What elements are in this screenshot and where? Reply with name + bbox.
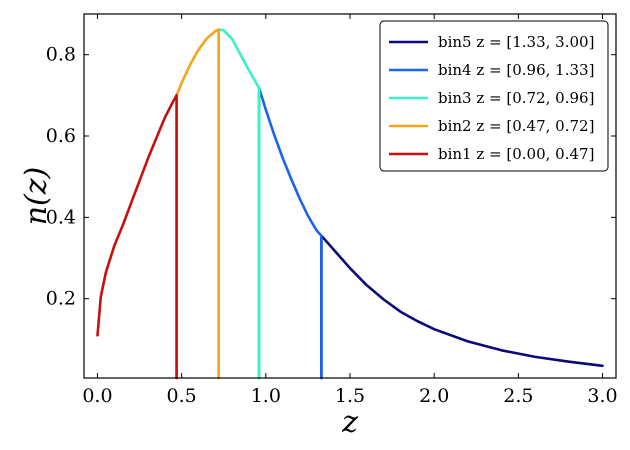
legend-entry-1: bin5 z = [1.33, 3.00] bbox=[438, 33, 594, 51]
x-tick-label: 3.0 bbox=[587, 385, 617, 407]
legend-frame bbox=[379, 20, 609, 172]
y-tick-label: 0.4 bbox=[46, 206, 76, 228]
x-axis-ticks: 0.0 0.5 1.0 1.5 2.0 2.5 3.0 bbox=[82, 14, 618, 407]
legend-entry-3: bin3 z = [0.72, 0.96] bbox=[438, 89, 594, 107]
series-line-3 bbox=[217, 28, 261, 380]
x-tick-label: 2.0 bbox=[419, 385, 449, 407]
x-axis-label: z bbox=[341, 405, 358, 440]
x-tick-label: 1.5 bbox=[335, 385, 365, 407]
legend-entry-2: bin4 z = [0.96, 1.33] bbox=[438, 61, 594, 79]
series-line-1 bbox=[320, 234, 604, 380]
x-tick-label: 0.5 bbox=[167, 385, 197, 407]
x-tick-label: 1.0 bbox=[251, 385, 281, 407]
x-tick-label: 0.0 bbox=[82, 385, 112, 407]
x-tick-label: 2.5 bbox=[503, 385, 533, 407]
plot-lines bbox=[96, 28, 604, 380]
y-axis-ticks: 0.2 0.4 0.6 0.8 bbox=[46, 44, 616, 310]
y-tick-label: 0.2 bbox=[46, 288, 76, 310]
y-tick-label: 0.6 bbox=[46, 125, 76, 147]
y-axis-label: n(z) bbox=[19, 167, 54, 226]
legend: bin5 z = [1.33, 3.00] bin4 z = [0.96, 1.3… bbox=[379, 20, 609, 172]
legend-entry-5: bin1 z = [0.00, 0.47] bbox=[438, 145, 594, 163]
legend-entry-4: bin2 z = [0.47, 0.72] bbox=[438, 117, 594, 135]
series-line-2 bbox=[257, 86, 323, 380]
series-line-5 bbox=[96, 94, 178, 380]
y-tick-label: 0.8 bbox=[46, 44, 76, 66]
series-line-4 bbox=[175, 28, 220, 380]
